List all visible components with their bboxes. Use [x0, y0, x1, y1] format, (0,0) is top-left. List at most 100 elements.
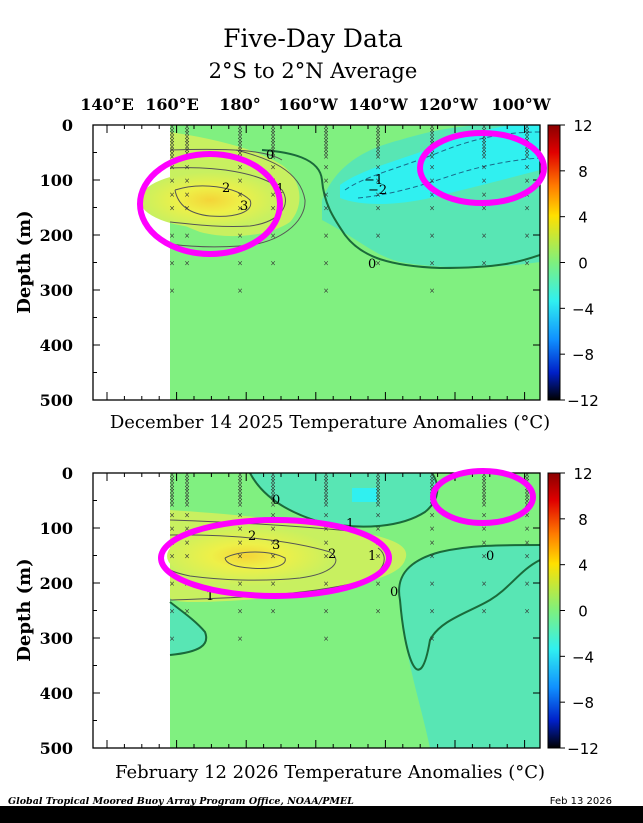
observation-marker: × — [237, 491, 243, 499]
observation-marker: × — [184, 191, 190, 199]
observation-marker: × — [270, 153, 276, 161]
observation-marker: × — [375, 511, 381, 519]
observation-marker: × — [237, 474, 243, 482]
observation-marker: × — [429, 126, 435, 134]
colorbar-tick-label: 8 — [578, 163, 588, 181]
panel-top-depth-tick-labels: 0 100 200 300 400 500 — [40, 116, 73, 410]
contour-label: 0 — [266, 148, 274, 163]
observation-marker: × — [524, 491, 530, 499]
observation-marker: × — [524, 136, 530, 144]
observation-marker: × — [429, 133, 435, 141]
observation-marker: × — [481, 478, 487, 486]
observation-marker: × — [237, 525, 243, 533]
colorbar-tick-label: 0 — [578, 603, 588, 621]
observation-marker: × — [184, 150, 190, 158]
observation-marker: × — [429, 478, 435, 486]
observation-marker: × — [323, 474, 329, 482]
depth-tick-label: 500 — [40, 739, 73, 758]
observation-marker: × — [270, 580, 276, 588]
observation-marker: × — [237, 126, 243, 134]
panel-top-warm-core — [140, 172, 280, 228]
observation-marker: × — [429, 191, 435, 199]
observation-marker: × — [169, 133, 175, 141]
observation-marker: × — [524, 153, 530, 161]
observation-marker: × — [184, 484, 190, 492]
panel-bottom-contour-labels: 0 1 2 3 2 1 1 0 0 — [206, 493, 494, 604]
observation-marker: × — [237, 140, 243, 148]
colorbar-bottom-tick-labels: 12 8 4 0 −4 −8 −12 — [560, 465, 599, 758]
panel-bottom-depth-tick-labels: 0 100 200 300 400 500 — [40, 464, 73, 758]
panel-bottom: ××××××××××××××××××××××××××××××××××××××××… — [14, 464, 545, 783]
observation-marker: × — [481, 123, 487, 131]
colorbar-bottom-scale — [547, 472, 561, 749]
observation-marker: × — [375, 580, 381, 588]
observation-marker: × — [237, 287, 243, 295]
observation-marker: × — [184, 143, 190, 151]
observation-marker: × — [323, 478, 329, 486]
depth-tick-label: 0 — [62, 116, 73, 135]
observation-marker: × — [237, 232, 243, 240]
observation-marker: × — [237, 177, 243, 185]
observation-marker: × — [270, 484, 276, 492]
observation-marker: × — [375, 474, 381, 482]
depth-tick-label: 200 — [40, 226, 73, 245]
colorbar-tick-label: 8 — [578, 511, 588, 529]
longitude-tick-label: 100°W — [491, 95, 551, 114]
observation-marker: × — [524, 501, 530, 509]
observation-marker: × — [270, 163, 276, 171]
observation-marker: × — [323, 539, 329, 547]
observation-marker: × — [270, 553, 276, 561]
panel-top-negative-contour — [344, 131, 540, 191]
observation-marker: × — [169, 498, 175, 506]
observation-marker: × — [375, 494, 381, 502]
observation-marker: × — [323, 153, 329, 161]
colorbar-tick-label: −8 — [572, 346, 594, 364]
observation-marker: × — [375, 471, 381, 479]
observation-marker: × — [481, 501, 487, 509]
observation-marker: × — [429, 481, 435, 489]
observation-marker: × — [481, 150, 487, 158]
observation-marker: × — [169, 478, 175, 486]
observation-marker: × — [524, 163, 530, 171]
observation-marker: × — [270, 608, 276, 616]
observation-marker: × — [323, 287, 329, 295]
observation-marker: × — [270, 481, 276, 489]
observation-marker: × — [169, 232, 175, 240]
highlight-circle-cool-bottom — [430, 468, 536, 526]
observation-marker: × — [375, 146, 381, 154]
observation-marker: × — [237, 150, 243, 158]
observation-marker: × — [237, 471, 243, 479]
observation-marker: × — [524, 130, 530, 138]
observation-marker: × — [323, 501, 329, 509]
observation-marker: × — [323, 525, 329, 533]
observation-marker: × — [270, 494, 276, 502]
observation-marker: × — [169, 471, 175, 479]
panel-top-negative-contour — [357, 157, 540, 199]
observation-marker: × — [524, 232, 530, 240]
panel-bottom-contour — [169, 519, 361, 533]
panel-bottom-zero-contour — [169, 601, 208, 656]
observation-marker: × — [270, 133, 276, 141]
observation-marker: × — [169, 130, 175, 138]
colorbar-tick-label: −4 — [572, 648, 594, 666]
observation-marker: × — [481, 471, 487, 479]
observation-marker: × — [375, 150, 381, 158]
observation-marker: × — [375, 191, 381, 199]
observation-marker: × — [184, 471, 190, 479]
observation-marker: × — [375, 498, 381, 506]
observation-marker: × — [237, 123, 243, 131]
observation-marker: × — [169, 146, 175, 154]
observation-marker: × — [169, 177, 175, 185]
observation-marker: × — [169, 163, 175, 171]
panel-bottom-zero-contour — [398, 544, 540, 671]
observation-marker: × — [481, 511, 487, 519]
observation-marker: × — [270, 143, 276, 151]
observation-marker: × — [524, 205, 530, 213]
observation-marker: × — [481, 191, 487, 199]
observation-marker: × — [375, 126, 381, 134]
observation-marker: × — [270, 123, 276, 131]
observation-marker: × — [184, 478, 190, 486]
observation-marker: × — [375, 177, 381, 185]
observation-marker: × — [524, 150, 530, 158]
observation-marker: × — [169, 474, 175, 482]
